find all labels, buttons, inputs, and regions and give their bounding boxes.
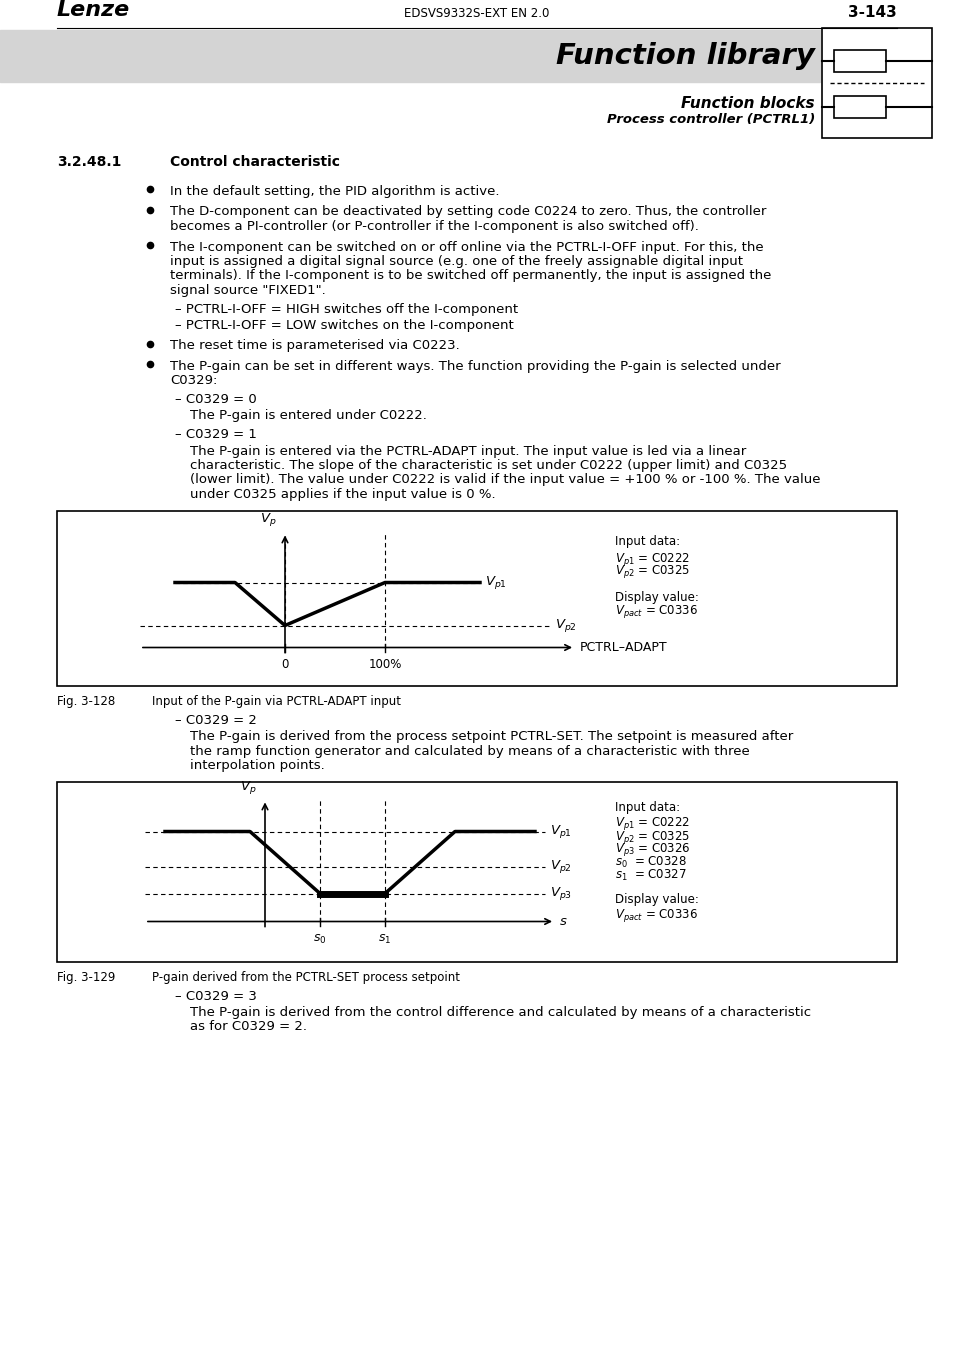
Text: $V_{pact}$ = C0336: $V_{pact}$ = C0336 <box>615 603 698 621</box>
Text: Display value:: Display value: <box>615 590 699 603</box>
Text: Input data:: Input data: <box>615 802 679 814</box>
Text: The D-component can be deactivated by setting code C0224 to zero. Thus, the cont: The D-component can be deactivated by se… <box>170 205 765 219</box>
Text: $V_{p1}$: $V_{p1}$ <box>550 824 572 840</box>
Text: The P-gain can be set in different ways. The function providing the P-gain is se: The P-gain can be set in different ways.… <box>170 360 780 373</box>
Text: The P-gain is derived from the process setpoint PCTRL-SET. The setpoint is measu: The P-gain is derived from the process s… <box>190 730 792 742</box>
Text: The P-gain is entered under C0222.: The P-gain is entered under C0222. <box>190 409 426 423</box>
Text: $V_{p1}$ = C0222: $V_{p1}$ = C0222 <box>615 551 689 567</box>
Text: $V_p$: $V_p$ <box>240 779 256 795</box>
Text: – C0329 = 1: – C0329 = 1 <box>174 428 256 441</box>
Text: input is assigned a digital signal source (e.g. one of the freely assignable dig: input is assigned a digital signal sourc… <box>170 255 742 269</box>
Text: – C0329 = 3: – C0329 = 3 <box>174 990 256 1003</box>
Text: The P-gain is derived from the control difference and calculated by means of a c: The P-gain is derived from the control d… <box>190 1006 810 1019</box>
Bar <box>821 28 931 138</box>
Text: – C0329 = 2: – C0329 = 2 <box>174 714 256 726</box>
Text: (lower limit). The value under C0222 is valid if the input value = +100 % or -10: (lower limit). The value under C0222 is … <box>190 474 820 486</box>
Text: 0: 0 <box>281 657 289 671</box>
Text: Input of the P-gain via PCTRL-ADAPT input: Input of the P-gain via PCTRL-ADAPT inpu… <box>152 695 400 709</box>
Text: $V_p$: $V_p$ <box>260 512 276 528</box>
Text: $s_0$: $s_0$ <box>313 933 327 945</box>
Text: $s_1$  = C0327: $s_1$ = C0327 <box>615 868 686 883</box>
Text: The I-component can be switched on or off online via the PCTRL-I-OFF input. For : The I-component can be switched on or of… <box>170 240 762 254</box>
Text: 3-143: 3-143 <box>847 5 896 20</box>
Text: signal source "FIXED1".: signal source "FIXED1". <box>170 284 325 297</box>
Text: The reset time is parameterised via C0223.: The reset time is parameterised via C022… <box>170 339 459 352</box>
Text: $s_1$: $s_1$ <box>378 933 392 945</box>
Bar <box>833 96 885 117</box>
Text: $s_0$  = C0328: $s_0$ = C0328 <box>615 855 686 869</box>
Text: characteristic. The slope of the characteristic is set under C0222 (upper limit): characteristic. The slope of the charact… <box>190 459 786 472</box>
Text: C0329:: C0329: <box>170 374 217 387</box>
Text: $V_{p1}$ = C0222: $V_{p1}$ = C0222 <box>615 815 689 833</box>
Text: $V_{p2}$: $V_{p2}$ <box>555 617 577 634</box>
Bar <box>57 510 896 686</box>
Text: Process controller (PCTRL1): Process controller (PCTRL1) <box>606 113 814 127</box>
Text: $V_{p2}$ = C0325: $V_{p2}$ = C0325 <box>615 829 689 845</box>
Text: – C0329 = 0: – C0329 = 0 <box>174 393 256 406</box>
Text: $V_{p2}$ = C0325: $V_{p2}$ = C0325 <box>615 563 689 580</box>
Text: Display value:: Display value: <box>615 894 699 906</box>
Text: $V_{p3}$: $V_{p3}$ <box>550 886 572 902</box>
Text: EDSVS9332S-EXT EN 2.0: EDSVS9332S-EXT EN 2.0 <box>404 7 549 20</box>
Text: Input data:: Input data: <box>615 536 679 548</box>
Text: as for C0329 = 2.: as for C0329 = 2. <box>190 1021 307 1034</box>
Text: the ramp function generator and calculated by means of a characteristic with thr: the ramp function generator and calculat… <box>190 744 749 757</box>
Text: becomes a PI-controller (or P-controller if the I-component is also switched off: becomes a PI-controller (or P-controller… <box>170 220 699 234</box>
Text: terminals). If the I-component is to be switched off permanently, the input is a: terminals). If the I-component is to be … <box>170 270 771 282</box>
Bar <box>833 50 885 72</box>
Text: Control characteristic: Control characteristic <box>170 155 339 169</box>
Text: The P-gain is entered via the PCTRL-ADAPT input. The input value is led via a li: The P-gain is entered via the PCTRL-ADAP… <box>190 444 745 458</box>
Text: In the default setting, the PID algorithm is active.: In the default setting, the PID algorith… <box>170 185 499 198</box>
Text: Fig. 3-128: Fig. 3-128 <box>57 695 115 709</box>
Text: interpolation points.: interpolation points. <box>190 759 324 772</box>
Text: Function library: Function library <box>556 42 814 70</box>
Text: – PCTRL-I-OFF = HIGH switches off the I-component: – PCTRL-I-OFF = HIGH switches off the I-… <box>174 302 517 316</box>
Text: Fig. 3-129: Fig. 3-129 <box>57 972 115 984</box>
Text: 100%: 100% <box>368 657 401 671</box>
Text: s: s <box>559 915 566 927</box>
Text: PCTRL–ADAPT: PCTRL–ADAPT <box>579 641 667 653</box>
Text: $V_{p1}$: $V_{p1}$ <box>484 574 506 591</box>
Text: Lenze: Lenze <box>57 0 131 20</box>
Text: 3.2.48.1: 3.2.48.1 <box>57 155 121 169</box>
Bar <box>57 782 896 961</box>
Text: – PCTRL-I-OFF = LOW switches on the I-component: – PCTRL-I-OFF = LOW switches on the I-co… <box>174 319 514 332</box>
Text: $V_{p3}$ = C0326: $V_{p3}$ = C0326 <box>615 841 690 859</box>
Text: $V_{p2}$: $V_{p2}$ <box>550 859 571 875</box>
Text: $V_{pact}$ = C0336: $V_{pact}$ = C0336 <box>615 906 698 923</box>
Text: P-gain derived from the PCTRL-SET process setpoint: P-gain derived from the PCTRL-SET proces… <box>152 972 459 984</box>
Text: Function blocks: Function blocks <box>680 96 814 112</box>
Text: under C0325 applies if the input value is 0 %.: under C0325 applies if the input value i… <box>190 487 496 501</box>
Bar <box>0 30 820 82</box>
